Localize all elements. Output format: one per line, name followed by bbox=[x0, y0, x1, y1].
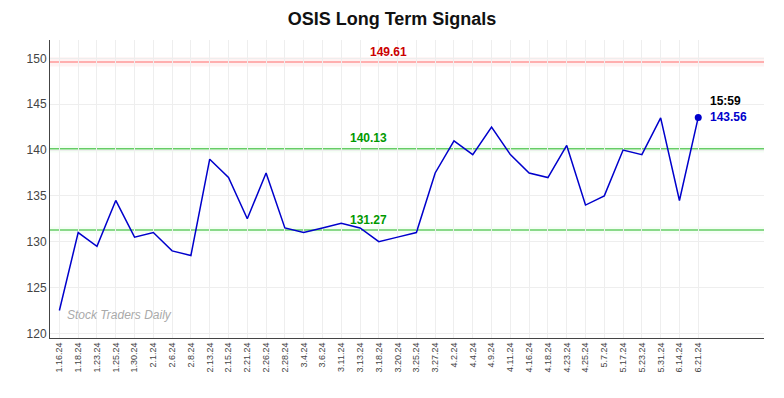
svg-text:5.31.24: 5.31.24 bbox=[656, 343, 666, 373]
svg-text:1.16.24: 1.16.24 bbox=[54, 343, 64, 373]
svg-text:130: 130 bbox=[27, 235, 47, 249]
svg-text:2.26.24: 2.26.24 bbox=[261, 343, 271, 373]
svg-text:3.4.24: 3.4.24 bbox=[299, 343, 309, 368]
svg-text:2.28.24: 2.28.24 bbox=[280, 343, 290, 373]
svg-text:1.18.24: 1.18.24 bbox=[73, 343, 83, 373]
svg-text:3.6.24: 3.6.24 bbox=[317, 343, 327, 368]
svg-text:3.20.24: 3.20.24 bbox=[393, 343, 403, 373]
svg-text:5.23.24: 5.23.24 bbox=[637, 343, 647, 373]
svg-text:2.21.24: 2.21.24 bbox=[242, 343, 252, 373]
svg-text:3.18.24: 3.18.24 bbox=[374, 343, 384, 373]
svg-text:131.27: 131.27 bbox=[350, 213, 387, 227]
svg-text:3.11.24: 3.11.24 bbox=[336, 343, 346, 372]
svg-text:4.2.24: 4.2.24 bbox=[449, 343, 459, 368]
svg-text:2.6.24: 2.6.24 bbox=[167, 343, 177, 368]
svg-text:4.11.24: 4.11.24 bbox=[505, 343, 515, 372]
svg-text:150: 150 bbox=[27, 52, 47, 66]
svg-text:125: 125 bbox=[27, 281, 47, 295]
svg-text:4.9.24: 4.9.24 bbox=[486, 343, 496, 368]
svg-text:5.17.24: 5.17.24 bbox=[618, 343, 628, 373]
svg-text:3.25.24: 3.25.24 bbox=[411, 343, 421, 373]
svg-text:145: 145 bbox=[27, 97, 47, 111]
svg-text:2.15.24: 2.15.24 bbox=[223, 343, 233, 373]
svg-text:1.25.24: 1.25.24 bbox=[111, 343, 121, 373]
svg-text:135: 135 bbox=[27, 189, 47, 203]
svg-text:2.8.24: 2.8.24 bbox=[186, 343, 196, 368]
svg-text:5.7.24: 5.7.24 bbox=[599, 343, 609, 368]
svg-text:6.14.24: 6.14.24 bbox=[674, 343, 684, 373]
svg-text:2.13.24: 2.13.24 bbox=[205, 343, 215, 373]
svg-text:4.18.24: 4.18.24 bbox=[543, 343, 553, 373]
svg-text:4.25.24: 4.25.24 bbox=[580, 343, 590, 373]
svg-text:OSIS Long Term Signals: OSIS Long Term Signals bbox=[288, 9, 497, 29]
svg-text:6.21.24: 6.21.24 bbox=[693, 343, 703, 373]
svg-text:4.4.24: 4.4.24 bbox=[468, 343, 478, 368]
svg-text:Stock Traders Daily: Stock Traders Daily bbox=[67, 308, 172, 322]
svg-text:143.56: 143.56 bbox=[710, 110, 747, 124]
svg-text:1.30.24: 1.30.24 bbox=[129, 343, 139, 373]
svg-text:15:59: 15:59 bbox=[710, 94, 741, 108]
svg-text:4.23.24: 4.23.24 bbox=[562, 343, 572, 373]
svg-text:3.13.24: 3.13.24 bbox=[355, 343, 365, 373]
svg-text:3.27.24: 3.27.24 bbox=[430, 343, 440, 373]
svg-text:149.61: 149.61 bbox=[370, 45, 407, 59]
svg-text:4.16.24: 4.16.24 bbox=[524, 343, 534, 373]
svg-text:1.23.24: 1.23.24 bbox=[92, 343, 102, 373]
svg-text:2.1.24: 2.1.24 bbox=[148, 343, 158, 368]
svg-text:140: 140 bbox=[27, 143, 47, 157]
svg-text:120: 120 bbox=[27, 327, 47, 341]
svg-text:140.13: 140.13 bbox=[350, 131, 387, 145]
